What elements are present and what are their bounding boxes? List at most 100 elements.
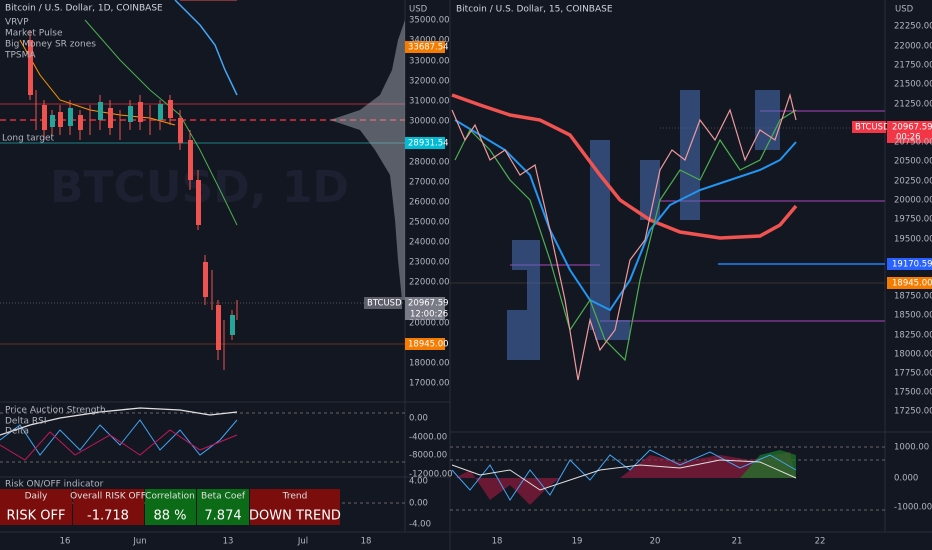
osc-area	[455, 452, 796, 505]
time-tick-label: Jun	[132, 537, 146, 547]
price-tick-label: 30000.00	[409, 117, 450, 127]
price-tag	[887, 277, 932, 289]
risk-tick-label: -4.00	[409, 520, 431, 530]
price-tick-label: 27000.00	[409, 178, 450, 188]
table-value: RISK OFF	[7, 509, 66, 524]
time-tick-label: 13	[223, 537, 234, 547]
table-value: 88 %	[153, 509, 186, 524]
oscillator-pane	[0, 407, 405, 463]
last-price: 20967.59	[892, 123, 932, 133]
price-tick-label: 31000.00	[409, 97, 450, 107]
table-value: DOWN TREND	[249, 509, 341, 524]
time-tick-label: 20	[650, 537, 661, 547]
time-tick-label: 16	[60, 537, 71, 547]
osc-line	[0, 429, 238, 461]
price-tick-label: 18000.00	[409, 359, 450, 369]
countdown: 00:26	[896, 133, 921, 143]
cell	[145, 489, 196, 525]
price-tick-label: 34000.00	[409, 36, 450, 46]
price-tick-label: 18250.00	[894, 331, 932, 341]
symbol-tag	[364, 297, 402, 309]
ma-line	[454, 119, 797, 312]
cell	[197, 489, 249, 525]
left-chart: BTCUSD, 1D	[0, 0, 405, 370]
volume-profile	[507, 90, 780, 360]
osc-tick-label: -8000.00	[409, 451, 447, 461]
symbol-tag-label: BTCUSD	[367, 299, 402, 309]
risk-title: Risk ON/OFF indicator	[5, 480, 104, 490]
time-tick-label: 18	[492, 537, 503, 547]
time-tick-label: 18	[361, 537, 372, 547]
price-tick-label: 17500.00	[894, 388, 932, 398]
price-tick-label: 32000.00	[409, 77, 450, 87]
price-tag	[887, 258, 932, 270]
time-tick-label: Jul	[297, 537, 308, 547]
price-tick-label: 26000.00	[409, 198, 450, 208]
price-tick-label: 17000.00	[409, 379, 450, 389]
price-tag-label: 33687.54	[408, 43, 449, 53]
price-tag	[405, 338, 445, 350]
price-tick-label: 17750.00	[894, 369, 932, 379]
price-tag	[405, 41, 445, 53]
candle-bodies	[50, 102, 235, 335]
table-header: Overall RISK OFF	[70, 492, 146, 502]
price-tick-label: 20500.00	[894, 157, 932, 167]
oscillator-label: Delta	[5, 427, 29, 437]
price-tick-label: 28000.00	[409, 158, 450, 168]
table-value: 7.874	[204, 509, 241, 524]
price-tick-label: 18750.00	[894, 292, 932, 302]
table-header: Beta Coef	[201, 492, 246, 502]
price-tick-label: 21500.00	[894, 80, 932, 90]
time-tick-label: 21	[732, 537, 743, 547]
price-tick-label: 35000.00	[409, 16, 450, 26]
risk-tick-label: 0.00	[409, 499, 428, 509]
right-chart	[450, 90, 885, 381]
price-tick-label: 20250.00	[894, 177, 932, 187]
osc-line	[0, 419, 238, 456]
axis-unit: USD	[895, 5, 914, 15]
price-tick-label: 25000.00	[409, 218, 450, 228]
price-tick-label: 22000.00	[409, 278, 450, 288]
cell	[0, 489, 72, 525]
price-tick-label: 21250.00	[894, 100, 932, 110]
price-tick-label: 18500.00	[894, 311, 932, 321]
osc-tick-label: -4000.00	[409, 433, 447, 443]
oscillator-pane	[450, 446, 885, 511]
candle-bodies	[28, 40, 221, 350]
risk-tick-label: 4.00	[409, 477, 428, 487]
osc-area	[740, 450, 796, 478]
price-tick-label: 20750.00	[894, 138, 932, 148]
price-tick-label: 18000.00	[894, 350, 932, 360]
last-price-tag	[405, 297, 445, 320]
price-line-series	[451, 92, 797, 381]
ma-line	[454, 109, 797, 362]
indicator-label: TPSMA	[4, 51, 36, 61]
volume-profile	[330, 20, 405, 300]
long-target-label: Long target	[2, 134, 54, 144]
last-price: 20967.59	[408, 299, 449, 309]
osc-tick-label: 1000.00	[894, 443, 929, 453]
price-tag-label: 18945.00	[892, 279, 932, 289]
symbol-tag	[852, 121, 886, 133]
price-tick-label: 33000.00	[409, 57, 450, 67]
price-tag-label: 28931.54	[408, 139, 449, 149]
price-tick-label: 21750.00	[894, 61, 932, 71]
price-tick-label: 22250.00	[894, 22, 932, 32]
time-tick-label: 22	[815, 537, 826, 547]
table-header: Daily	[25, 492, 48, 502]
indicator-label: VRVP	[5, 18, 29, 28]
cell	[73, 489, 144, 525]
price-tick-label: 17250.00	[894, 407, 932, 417]
cell	[250, 489, 340, 525]
price-tick-label: 19750.00	[894, 215, 932, 225]
price-tick-label: 24000.00	[409, 238, 450, 248]
osc-line	[0, 407, 238, 436]
oscillator-label: Delta RSI	[5, 417, 47, 427]
table-value: -1.718	[87, 509, 129, 524]
time-tick-label: 19	[572, 537, 583, 547]
axis-unit: USD	[409, 5, 428, 15]
table-header: Correlation	[145, 492, 195, 502]
price-tick-label: 20000.00	[409, 319, 450, 329]
indicator-label: Market Pulse	[5, 29, 63, 39]
osc-tick-label: 0.000	[894, 474, 918, 484]
